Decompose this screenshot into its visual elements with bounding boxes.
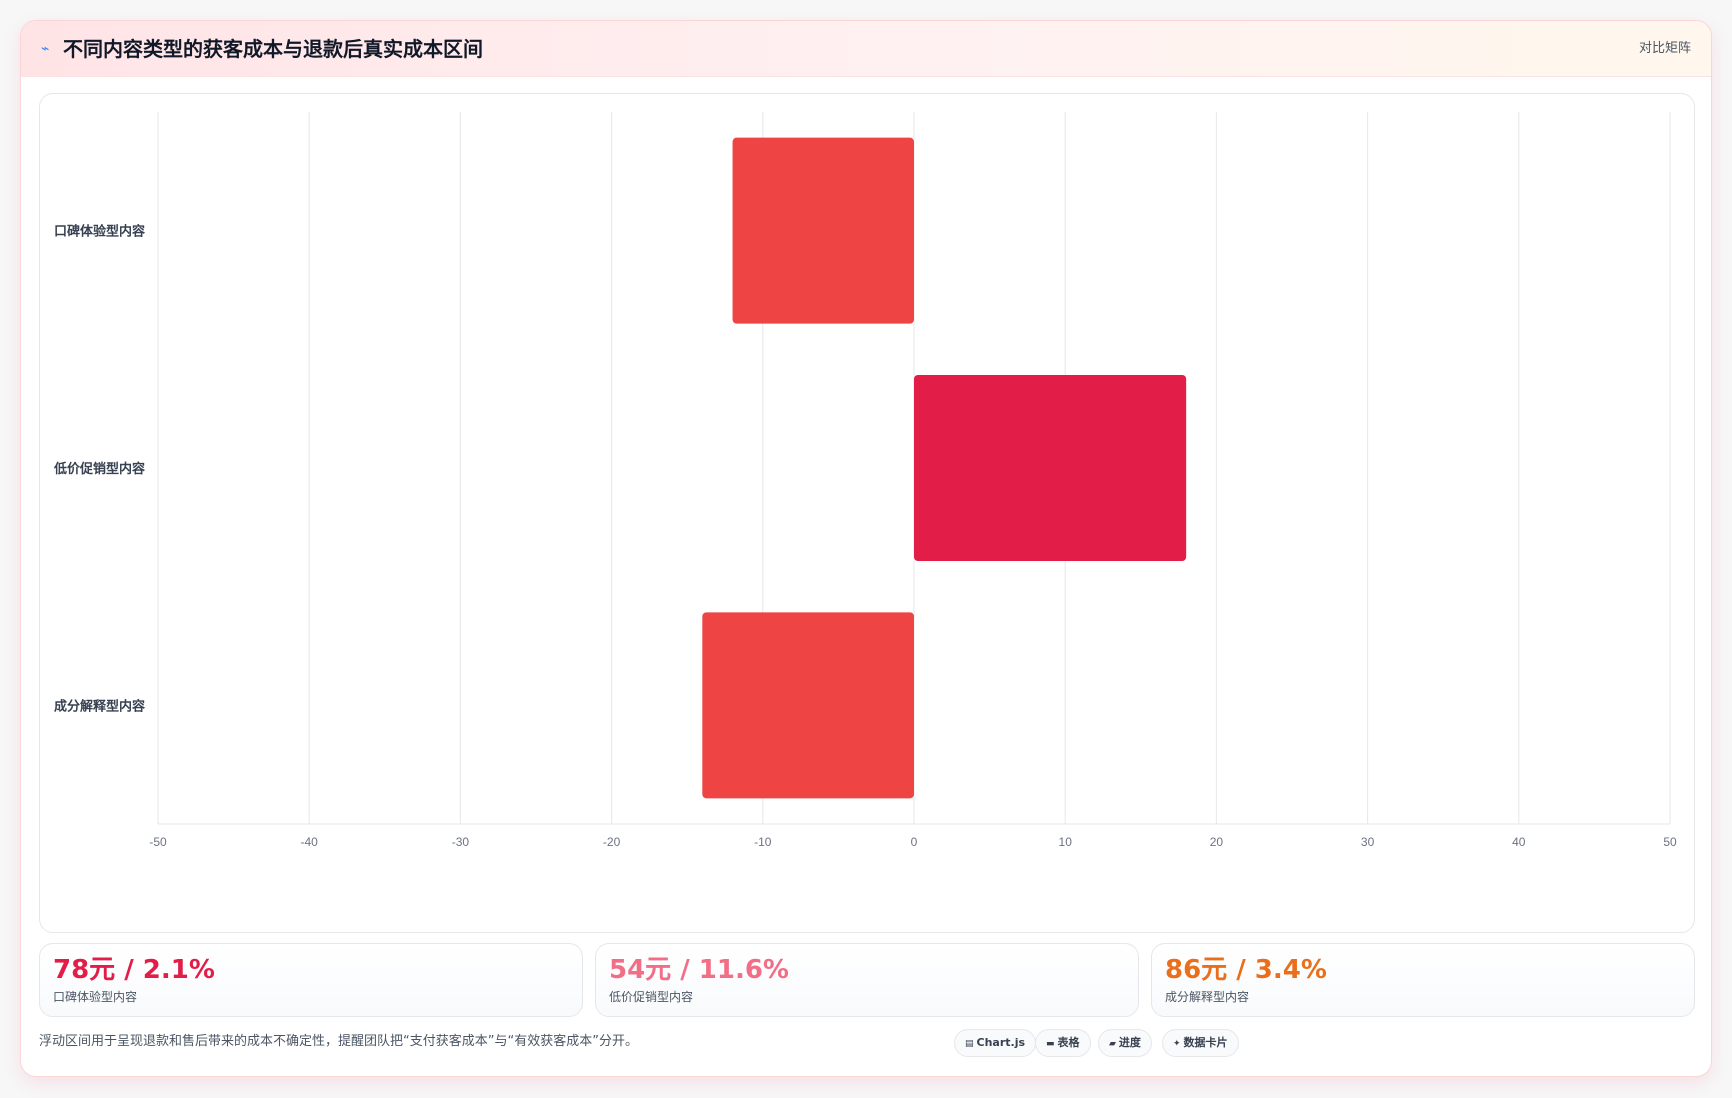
stat-card: 54元 / 11.6% 低价促销型内容 xyxy=(595,943,1139,1017)
bar-chart: -50 -40 -30 -20 -10 0 10 20 30 40 50 口碑体验型内容低价促销型内容… xyxy=(53,112,1677,849)
x-tick-label: -40 xyxy=(301,835,319,849)
chart-panel: -50 -40 -30 -20 -10 0 10 20 30 40 50 口碑体验型内容 低价促销型内容… xyxy=(39,93,1695,933)
x-tick-label: 40 xyxy=(1512,835,1526,849)
tag-label: Chart.js xyxy=(976,1036,1026,1049)
stat-value: 54元 / 11.6% xyxy=(609,955,789,985)
x-tick-label: -10 xyxy=(754,835,772,849)
x-tick-label: -30 xyxy=(452,835,470,849)
x-tick-label: 0 xyxy=(911,835,918,849)
stat-value: 78元 / 2.1% xyxy=(53,955,215,985)
tag-chartjs[interactable]: ▤ Chart.js xyxy=(954,1029,1037,1057)
chart-card: ⌁ 不同内容类型的获客成本与退款后真实成本区间 对比矩阵 -50 -40 -30 -2… xyxy=(20,20,1712,1077)
tag-label: 数据卡片 xyxy=(1183,1036,1228,1049)
y-category-label: 低价促销型内容 xyxy=(53,461,145,477)
x-tick-label: 10 xyxy=(1059,835,1073,849)
stat-label: 成分解释型内容 xyxy=(1165,990,1250,1004)
stats-row: 78元 / 2.1% 口碑体验型内容 54元 / 11.6% 低价促销型内容 8… xyxy=(39,943,1695,1017)
bar xyxy=(732,137,914,324)
bar xyxy=(914,375,1187,561)
y-category-label: 口碑体验型内容 xyxy=(54,224,145,240)
footnote: 浮动区间用于呈现退款和售后带来的成本不确定性，提醒团队把“支付获客成本”与“有效… xyxy=(39,1034,638,1049)
card-header: ⌁ 不同内容类型的获客成本与退款后真实成本区间 对比矩阵 xyxy=(21,21,1711,77)
x-tick-label: -50 xyxy=(149,835,167,849)
tag-label: 进度 xyxy=(1118,1036,1141,1049)
chart-icon: ▤ xyxy=(965,1039,974,1049)
stat-label: 低价促销型内容 xyxy=(609,990,694,1004)
stat-value: 86元 / 3.4% xyxy=(1165,955,1327,985)
progress-icon: ▰ xyxy=(1109,1039,1116,1049)
trend-line-icon: ⌁ xyxy=(41,41,50,57)
x-tick-label: 50 xyxy=(1663,835,1677,849)
stat-card: 78元 / 2.1% 口碑体验型内容 xyxy=(39,943,583,1017)
tag-table[interactable]: ▬ 表格 xyxy=(1035,1029,1091,1057)
tag-data-card[interactable]: ✦ 数据卡片 xyxy=(1162,1029,1239,1057)
y-category-label: 成分解释型内容 xyxy=(54,698,145,714)
tag-progress[interactable]: ▰ 进度 xyxy=(1098,1029,1152,1057)
stat-card: 86元 / 3.4% 成分解释型内容 xyxy=(1151,943,1695,1017)
x-tick-label: -20 xyxy=(603,835,621,849)
x-tick-label: 30 xyxy=(1361,835,1375,849)
view-mode-label[interactable]: 对比矩阵 xyxy=(1638,41,1691,56)
page-title: 不同内容类型的获客成本与退款后真实成本区间 xyxy=(63,37,483,61)
tag-label: 表格 xyxy=(1057,1036,1080,1049)
table-icon: ▬ xyxy=(1046,1039,1055,1049)
sparkle-icon: ✦ xyxy=(1173,1039,1181,1049)
x-tick-label: 20 xyxy=(1210,835,1224,849)
bar xyxy=(702,612,914,799)
stat-label: 口碑体验型内容 xyxy=(53,990,138,1004)
